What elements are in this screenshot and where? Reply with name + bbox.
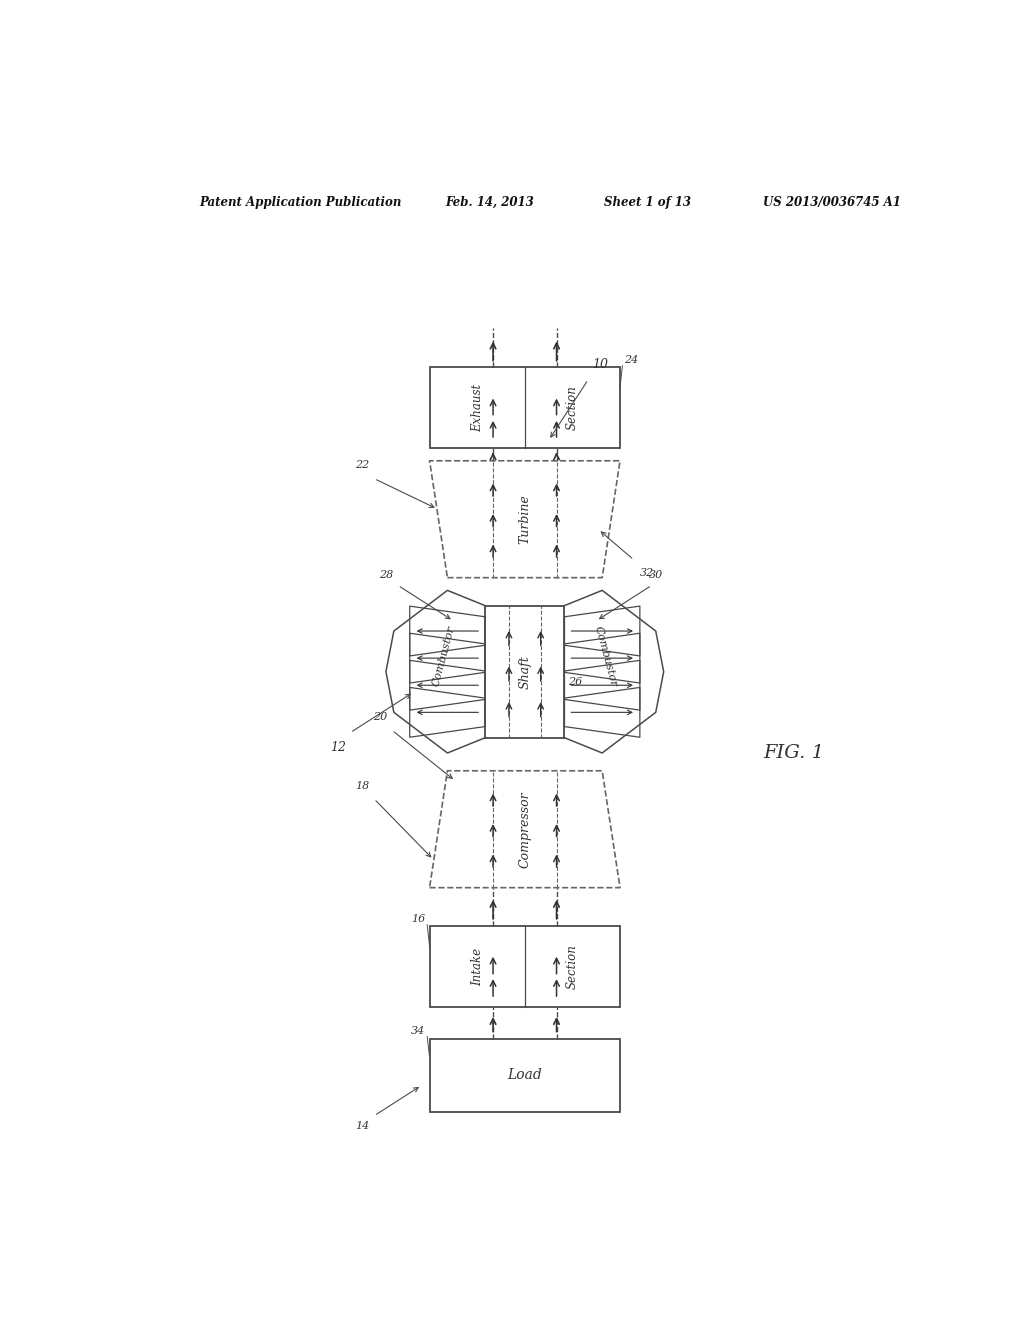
Text: 14: 14 — [355, 1121, 370, 1131]
Text: Section: Section — [566, 944, 579, 989]
Text: 24: 24 — [624, 355, 638, 364]
Text: Shaft: Shaft — [518, 655, 531, 689]
Text: Load: Load — [508, 1068, 542, 1082]
Text: Compressor: Compressor — [518, 791, 531, 867]
Text: Intake: Intake — [471, 948, 483, 986]
Text: 22: 22 — [355, 461, 370, 470]
Text: 10: 10 — [592, 358, 608, 371]
Text: Combustor: Combustor — [593, 624, 618, 688]
Text: Combustor: Combustor — [431, 624, 457, 688]
Text: 20: 20 — [373, 711, 387, 722]
Text: 32: 32 — [640, 568, 654, 578]
Text: Patent Application Publication: Patent Application Publication — [200, 195, 401, 209]
Text: 12: 12 — [331, 741, 346, 754]
Text: Sheet 1 of 13: Sheet 1 of 13 — [604, 195, 691, 209]
Bar — [430, 925, 621, 1007]
Text: Exhaust: Exhaust — [471, 383, 483, 432]
Text: 30: 30 — [648, 570, 663, 581]
Text: US 2013/0036745 A1: US 2013/0036745 A1 — [763, 195, 901, 209]
Text: 18: 18 — [355, 780, 370, 791]
Text: FIG. 1: FIG. 1 — [763, 744, 824, 762]
Bar — [430, 367, 621, 447]
Text: 34: 34 — [412, 1026, 426, 1036]
Text: 26: 26 — [568, 677, 583, 686]
Text: Section: Section — [566, 385, 579, 430]
Text: Feb. 14, 2013: Feb. 14, 2013 — [445, 195, 535, 209]
Text: 16: 16 — [412, 913, 426, 924]
Text: 28: 28 — [379, 570, 393, 581]
Bar — [430, 1039, 621, 1111]
Text: Turbine: Turbine — [518, 495, 531, 544]
